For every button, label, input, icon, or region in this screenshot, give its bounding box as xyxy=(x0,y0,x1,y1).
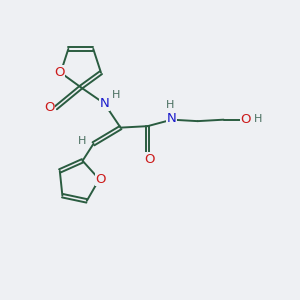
Text: H: H xyxy=(254,114,262,124)
Text: O: O xyxy=(44,101,55,114)
Text: O: O xyxy=(241,112,251,126)
Text: N: N xyxy=(167,112,177,125)
Text: H: H xyxy=(166,100,175,110)
Text: H: H xyxy=(77,136,86,146)
Text: O: O xyxy=(144,153,154,166)
Text: O: O xyxy=(54,66,64,79)
Text: O: O xyxy=(95,173,106,186)
Text: H: H xyxy=(112,90,120,100)
Text: N: N xyxy=(100,97,109,110)
